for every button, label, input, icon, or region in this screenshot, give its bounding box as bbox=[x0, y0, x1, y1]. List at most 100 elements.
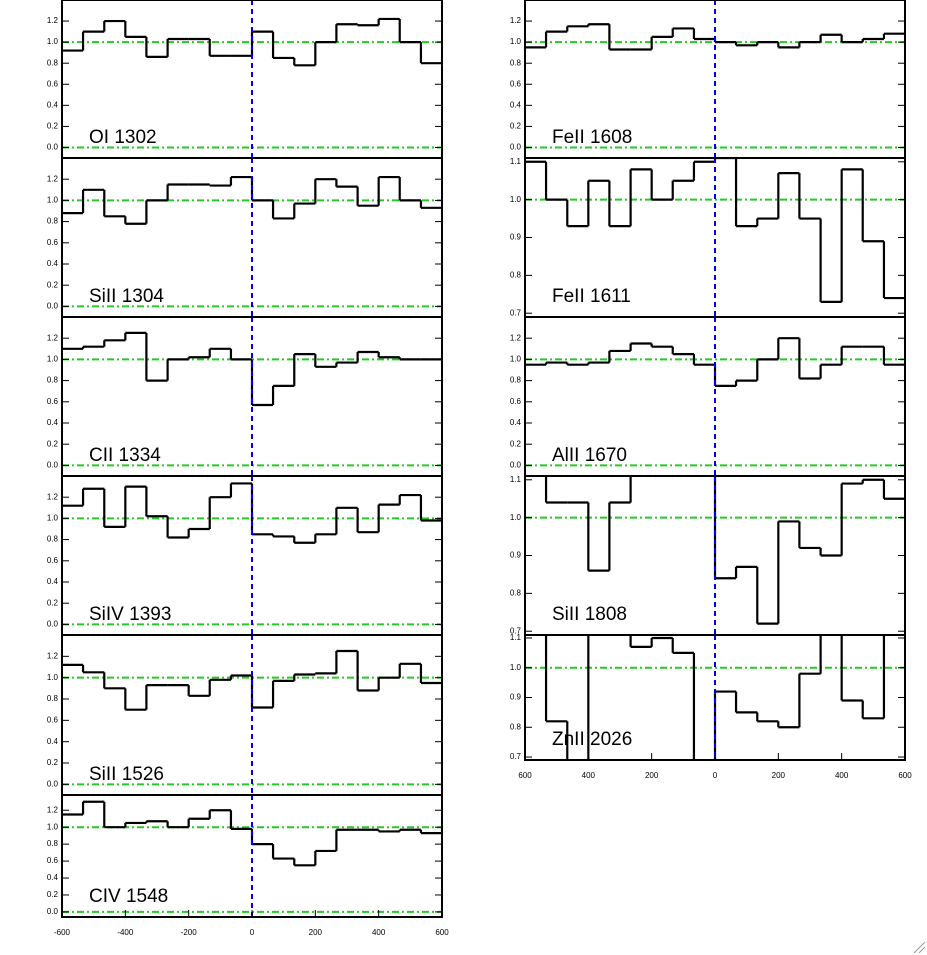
x-tick-label: 0 bbox=[713, 771, 718, 780]
y-tick-label: 1.1 bbox=[510, 157, 522, 166]
y-tick-label: 0.6 bbox=[510, 79, 522, 88]
plot-area bbox=[62, 158, 442, 317]
y-tick-label: 0.0 bbox=[47, 620, 59, 629]
panel-label: FeII 1611 bbox=[552, 286, 631, 307]
y-tick-label: 1.2 bbox=[510, 333, 522, 342]
y-tick-label: 0.6 bbox=[47, 397, 59, 406]
x-tick-label: -200 bbox=[181, 928, 198, 937]
panel-label: SiII 1526 bbox=[89, 764, 164, 785]
plot-area bbox=[525, 476, 905, 635]
panel: 0.7 0.8 0.9 1.0 1.1 SiII 1808 bbox=[510, 475, 906, 636]
y-tick-label: 1.2 bbox=[510, 16, 522, 25]
plot-area bbox=[525, 317, 905, 476]
x-tick-label: 200 bbox=[772, 771, 786, 780]
x-tick-label: 600 bbox=[435, 928, 449, 937]
panel: 0.0 0.2 0.4 0.6 0.8 1.0 1.2 FeII 1608 bbox=[510, 0, 906, 159]
panel: 0.0 0.2 0.4 0.6 0.8 1.0 1.2 -600 -400 -200 0 200 400… bbox=[47, 794, 449, 937]
panel-label: CIV 1548 bbox=[89, 886, 168, 907]
y-tick-label: 1.2 bbox=[47, 333, 59, 342]
y-tick-label: 0.4 bbox=[510, 418, 522, 427]
y-tick-label: 0.0 bbox=[47, 302, 59, 311]
y-tick-label: 0.9 bbox=[510, 693, 522, 702]
y-tick-label: 0.4 bbox=[47, 737, 59, 746]
y-tick-label: 0.0 bbox=[510, 461, 522, 470]
panel-label: SiIV 1393 bbox=[89, 604, 171, 625]
x-tick-label: 600 bbox=[898, 771, 912, 780]
y-tick-label: 0.6 bbox=[47, 556, 59, 565]
y-tick-label: 1.0 bbox=[510, 355, 522, 364]
y-tick-label: 0.7 bbox=[510, 752, 522, 761]
y-tick-label: 0.8 bbox=[510, 722, 522, 731]
y-tick-label: 1.2 bbox=[47, 805, 59, 814]
y-tick-label: 0.8 bbox=[47, 217, 59, 226]
y-tick-label: 0.2 bbox=[47, 890, 59, 899]
y-tick-label: 0.9 bbox=[510, 233, 522, 242]
y-tick-label: 0.9 bbox=[510, 551, 522, 560]
x-tick-label: 200 bbox=[309, 928, 323, 937]
y-tick-label: 0.4 bbox=[510, 100, 522, 109]
y-tick-label: 1.0 bbox=[47, 196, 59, 205]
plot-area bbox=[525, 635, 905, 760]
panel-label: AlII 1670 bbox=[552, 445, 627, 466]
panel: 0.0 0.2 0.4 0.6 0.8 1.0 1.2 SiII 1526 bbox=[47, 634, 443, 796]
x-tick-label: 400 bbox=[835, 771, 849, 780]
plot-area bbox=[62, 635, 442, 795]
panel-label: CII 1334 bbox=[89, 445, 161, 466]
y-tick-label: 1.0 bbox=[510, 37, 522, 46]
y-tick-label: 0.8 bbox=[510, 270, 522, 279]
plot-area bbox=[525, 158, 905, 317]
y-tick-label: 1.2 bbox=[47, 492, 59, 501]
x-tick-label: -600 bbox=[54, 928, 71, 937]
y-tick-label: 0.4 bbox=[47, 577, 59, 586]
y-tick-label: 0.2 bbox=[47, 439, 59, 448]
y-tick-label: 1.2 bbox=[47, 651, 59, 660]
panel: 0.0 0.2 0.4 0.6 0.8 1.0 1.2 OI 1302 bbox=[47, 0, 443, 159]
y-tick-label: 0.2 bbox=[47, 122, 59, 131]
y-tick-label: 0.2 bbox=[510, 439, 522, 448]
y-tick-label: 1.0 bbox=[510, 663, 522, 672]
y-tick-label: 0.8 bbox=[47, 535, 59, 544]
y-tick-label: 0.2 bbox=[47, 758, 59, 767]
panel-label: OI 1302 bbox=[89, 127, 157, 148]
y-tick-label: 1.0 bbox=[510, 513, 522, 522]
y-tick-label: 0.8 bbox=[510, 588, 522, 597]
y-tick-label: 0.4 bbox=[47, 418, 59, 427]
x-tick-label: 200 bbox=[645, 771, 659, 780]
y-tick-label: 0.7 bbox=[510, 308, 522, 317]
y-tick-label: 0.8 bbox=[47, 376, 59, 385]
y-tick-label: 0.0 bbox=[510, 143, 522, 152]
y-tick-label: 0.8 bbox=[510, 58, 522, 67]
y-tick-label: 0.6 bbox=[47, 79, 59, 88]
y-tick-label: 0.2 bbox=[510, 122, 522, 131]
y-tick-label: 1.0 bbox=[47, 514, 59, 523]
panel-label: FeII 1608 bbox=[552, 127, 632, 148]
y-tick-label: 0.8 bbox=[47, 839, 59, 848]
y-tick-label: 1.0 bbox=[510, 195, 522, 204]
x-tick-label: 0 bbox=[250, 928, 255, 937]
y-tick-label: 0.2 bbox=[47, 598, 59, 607]
panel: 0.7 0.8 0.9 1.0 1.1 600 400 200 0 200 400 600 ZnII 2… bbox=[510, 633, 912, 780]
y-tick-label: 0.8 bbox=[47, 58, 59, 67]
resize-handle bbox=[913, 941, 926, 954]
y-tick-label: 1.0 bbox=[47, 355, 59, 364]
y-tick-label: 0.0 bbox=[47, 461, 59, 470]
x-tick-label: 400 bbox=[582, 771, 596, 780]
y-tick-label: 1.2 bbox=[47, 174, 59, 183]
x-tick-label: 600 bbox=[518, 771, 532, 780]
y-tick-label: 1.0 bbox=[47, 822, 59, 831]
y-tick-label: 0.0 bbox=[47, 143, 59, 152]
panel-label: ZnII 2026 bbox=[552, 729, 632, 750]
panel: 0.0 0.2 0.4 0.6 0.8 1.0 1.2 SiIV 1393 bbox=[47, 475, 443, 636]
y-tick-label: 1.1 bbox=[510, 475, 522, 484]
y-tick-label: 0.7 bbox=[510, 626, 522, 635]
y-tick-label: 0.0 bbox=[47, 779, 59, 788]
y-tick-label: 0.2 bbox=[47, 280, 59, 289]
y-tick-label: 0.8 bbox=[47, 694, 59, 703]
y-tick-label: 0.6 bbox=[510, 397, 522, 406]
plot-area bbox=[62, 317, 442, 476]
panel: 0.0 0.2 0.4 0.6 0.8 1.0 1.2 SiII 1304 bbox=[47, 157, 443, 318]
y-tick-label: 1.0 bbox=[47, 673, 59, 682]
y-tick-label: 0.6 bbox=[47, 715, 59, 724]
panel-label: SiII 1808 bbox=[552, 604, 627, 625]
